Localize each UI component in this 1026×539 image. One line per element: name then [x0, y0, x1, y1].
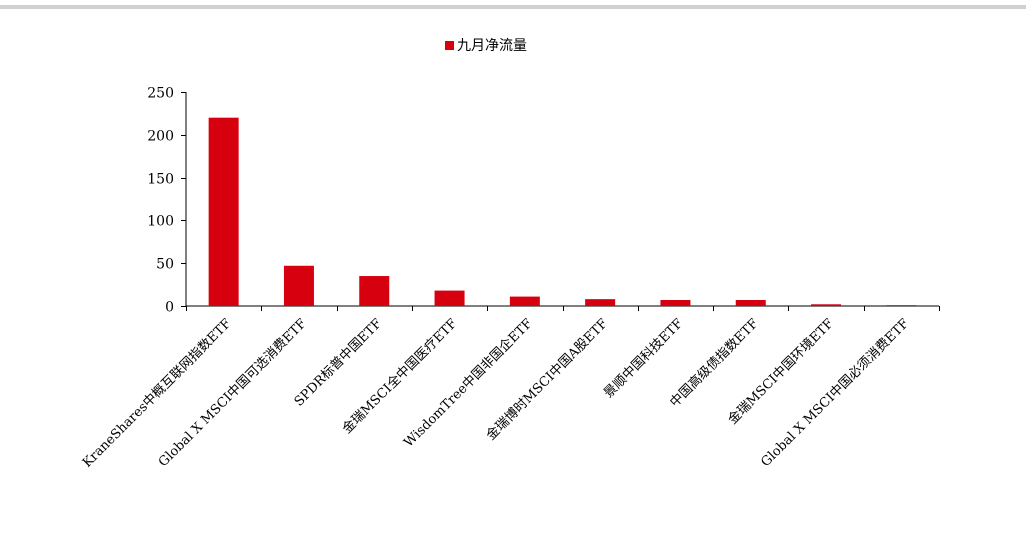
- bar: [509, 296, 540, 306]
- category-label: KraneShares中概互联网指数ETF: [80, 316, 235, 471]
- category-label: Global X MSCI中国必须消费ETF: [758, 316, 912, 470]
- bar: [208, 117, 239, 307]
- y-tick-label: 250: [147, 86, 174, 102]
- y-tick-label: 200: [147, 129, 174, 145]
- legend-label: 九月净流量: [457, 38, 527, 54]
- category-label: 金瑞博时MSCI中国A股ETF: [483, 316, 611, 444]
- category-label: 景顺中国科技ETF: [601, 316, 686, 401]
- bar: [735, 300, 766, 306]
- bar: [283, 265, 314, 306]
- bar: [886, 305, 917, 306]
- category-label: WisdomTree中国非国企ETF: [401, 316, 536, 451]
- y-tick-label: 50: [156, 257, 174, 273]
- bar: [811, 304, 842, 306]
- bar: [585, 299, 616, 306]
- category-label: Global X MSCI中国可选消费ETF: [156, 316, 310, 470]
- bar: [660, 300, 691, 306]
- bar: [434, 290, 465, 306]
- y-tick-label: 0: [165, 300, 174, 316]
- y-tick-label: 100: [147, 214, 174, 230]
- legend-swatch: [445, 40, 454, 50]
- y-tick-label: 150: [147, 172, 174, 188]
- bar: [359, 276, 390, 306]
- top-rule: [0, 5, 1026, 9]
- legend: 九月净流量: [445, 36, 527, 54]
